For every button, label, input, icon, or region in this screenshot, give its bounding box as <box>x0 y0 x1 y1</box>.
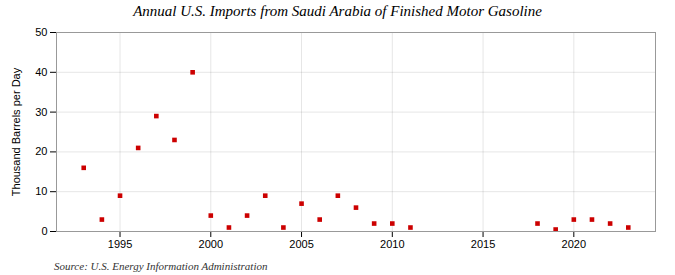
html-text:Annual U.S. Imports from Saudi: Annual U.S. Imports from Saudi Arabia of… <box>133 3 542 19</box>
svg-text:40: 40 <box>35 66 47 78</box>
svg-text:50: 50 <box>35 26 47 38</box>
svg-text:Thousand Barrels per Day: Thousand Barrels per Day <box>10 67 22 196</box>
svg-text:30: 30 <box>35 106 47 118</box>
html-text:Source: U.S. Energy Informatio: Source: U.S. Energy Information Administ… <box>54 260 268 272</box>
svg-text:1995: 1995 <box>108 238 132 250</box>
svg-text:0: 0 <box>41 225 47 237</box>
svg-text:2015: 2015 <box>471 238 495 250</box>
svg-text:2005: 2005 <box>289 238 313 250</box>
svg-text:2010: 2010 <box>380 238 404 250</box>
svg-text:2020: 2020 <box>562 238 586 250</box>
svg-text:2000: 2000 <box>199 238 223 250</box>
svg-text:20: 20 <box>35 145 47 157</box>
svg-text:10: 10 <box>35 185 47 197</box>
